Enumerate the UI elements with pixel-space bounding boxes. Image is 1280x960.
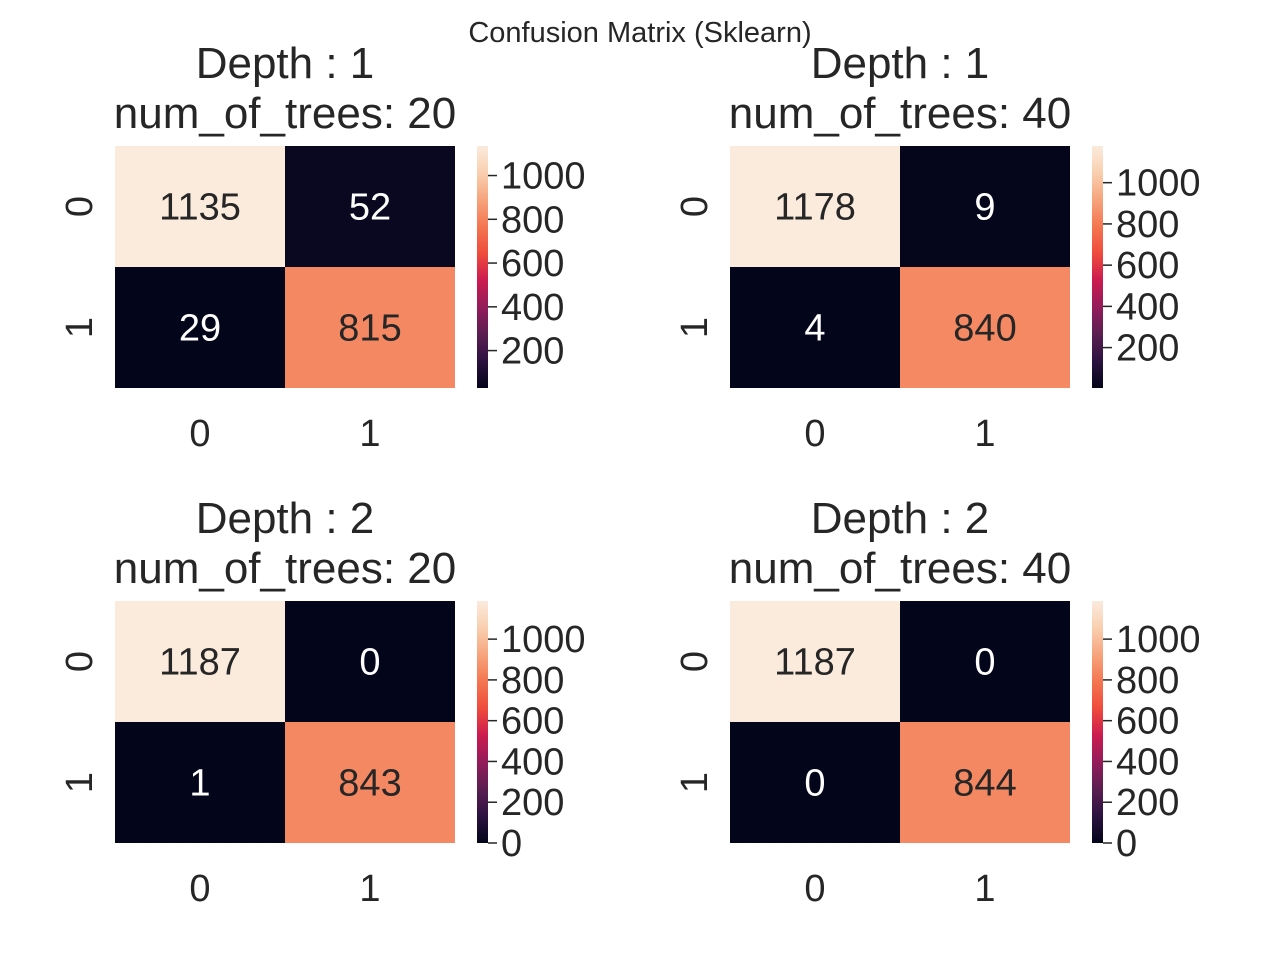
- colorbar-tick-label-1: 400: [501, 287, 564, 329]
- heatmap-cell-r0-c1: [900, 146, 1070, 267]
- cell-value-label-r0-c0: 1135: [159, 187, 241, 229]
- cell-value-label-r0-c1: 0: [359, 642, 380, 684]
- panel-title-line-2: num_of_trees: 40: [729, 544, 1071, 593]
- panel-title-line-2: num_of_trees: 40: [729, 89, 1071, 138]
- x-tick-label-0: 0: [804, 413, 825, 455]
- colorbar-tick-label-0: 0: [1116, 823, 1137, 865]
- heatmap-cell-r1-c0: [730, 267, 900, 388]
- y-tick-label-1: 1: [59, 317, 101, 338]
- cell-value-label-r0-c1: 0: [974, 642, 995, 684]
- cell-value-label-r1-c0: 29: [179, 308, 221, 350]
- heatmap-cell-r0-c1: [285, 146, 455, 267]
- heatmap-cell-r1-c1: [285, 722, 455, 843]
- panel-title-line-1: Depth : 2: [196, 494, 375, 543]
- panel-title-line-1: Depth : 1: [811, 39, 990, 88]
- x-tick-label-0: 0: [189, 868, 210, 910]
- heatmap-cell-r1-c0: [115, 722, 285, 843]
- panel-title-line-1: Depth : 1: [196, 39, 375, 88]
- colorbar-tick-label-1: 200: [501, 782, 564, 824]
- y-tick-label-1: 1: [674, 317, 716, 338]
- cell-value-label-r0-c1: 9: [974, 187, 995, 229]
- colorbar-tick-label-4: 800: [1116, 660, 1179, 702]
- colorbar-tick-label-2: 400: [1116, 741, 1179, 783]
- cell-value-label-r1-c1: 840: [953, 308, 1016, 350]
- heatmap-cell-r0-c1: [285, 601, 455, 722]
- panel-title-line-2: num_of_trees: 20: [114, 544, 456, 593]
- cell-value-label-r1-c0: 4: [804, 308, 825, 350]
- x-tick-label-1: 1: [974, 868, 995, 910]
- colorbar-tick-label-5: 1000: [501, 619, 586, 661]
- x-tick-label-1: 1: [974, 413, 995, 455]
- colorbar-gradient: [1092, 146, 1103, 388]
- x-tick-label-0: 0: [189, 413, 210, 455]
- cell-value-label-r1-c1: 843: [338, 763, 401, 805]
- colorbar-tick-label-3: 800: [501, 199, 564, 241]
- cell-value-label-r0-c0: 1187: [159, 642, 241, 684]
- colorbar-tick-label-4: 800: [501, 660, 564, 702]
- heatmap-cell-r1-c1: [285, 267, 455, 388]
- x-tick-label-1: 1: [359, 413, 380, 455]
- heatmap-cell-r0-c0: [115, 601, 285, 722]
- x-tick-label-1: 1: [359, 868, 380, 910]
- colorbar-tick-label-2: 400: [501, 741, 564, 783]
- heatmap-cell-r0-c0: [115, 146, 285, 267]
- cell-value-label-r0-c1: 52: [349, 187, 391, 229]
- colorbar-gradient: [1092, 601, 1103, 843]
- x-tick-label-0: 0: [804, 868, 825, 910]
- heatmap-cell-r0-c1: [900, 601, 1070, 722]
- colorbar-tick-label-4: 1000: [1116, 163, 1201, 205]
- cell-value-label-r1-c1: 815: [338, 308, 401, 350]
- colorbar-tick-label-0: 200: [1116, 328, 1179, 370]
- y-tick-label-0: 0: [59, 651, 101, 672]
- y-tick-label-0: 0: [674, 196, 716, 217]
- colorbar-tick-label-3: 800: [1116, 204, 1179, 246]
- heatmap-cell-r1-c0: [730, 722, 900, 843]
- colorbar-gradient: [477, 601, 488, 843]
- cell-value-label-r0-c0: 1187: [774, 642, 856, 684]
- y-tick-label-0: 0: [59, 196, 101, 217]
- colorbar-tick-label-2: 600: [1116, 245, 1179, 287]
- y-tick-label-1: 1: [59, 772, 101, 793]
- colorbar-tick-label-3: 600: [1116, 701, 1179, 743]
- panel-title-line-2: num_of_trees: 20: [114, 89, 456, 138]
- heatmap-cell-r0-c0: [730, 146, 900, 267]
- heatmap-cell-r1-c1: [900, 722, 1070, 843]
- cell-value-label-r0-c0: 1178: [774, 187, 856, 229]
- colorbar-tick-label-0: 200: [501, 331, 564, 373]
- panel-title-line-1: Depth : 2: [811, 494, 990, 543]
- heatmap-cell-r0-c0: [730, 601, 900, 722]
- colorbar-tick-label-3: 600: [501, 701, 564, 743]
- colorbar-tick-label-4: 1000: [501, 156, 586, 198]
- colorbar-tick-label-1: 200: [1116, 782, 1179, 824]
- cell-value-label-r1-c0: 0: [804, 763, 825, 805]
- y-tick-label-0: 0: [674, 651, 716, 672]
- heatmap-cell-r1-c0: [115, 267, 285, 388]
- cell-value-label-r1-c1: 844: [953, 763, 1016, 805]
- heatmap-cell-r1-c1: [900, 267, 1070, 388]
- figure-suptitle: Confusion Matrix (Sklearn): [468, 17, 811, 49]
- colorbar-tick-label-0: 0: [501, 823, 522, 865]
- colorbar-tick-label-1: 400: [1116, 286, 1179, 328]
- colorbar-tick-label-2: 600: [501, 243, 564, 285]
- colorbar-gradient: [477, 146, 488, 388]
- cell-value-label-r1-c0: 1: [189, 763, 210, 805]
- y-tick-label-1: 1: [674, 772, 716, 793]
- colorbar-tick-label-5: 1000: [1116, 619, 1201, 661]
